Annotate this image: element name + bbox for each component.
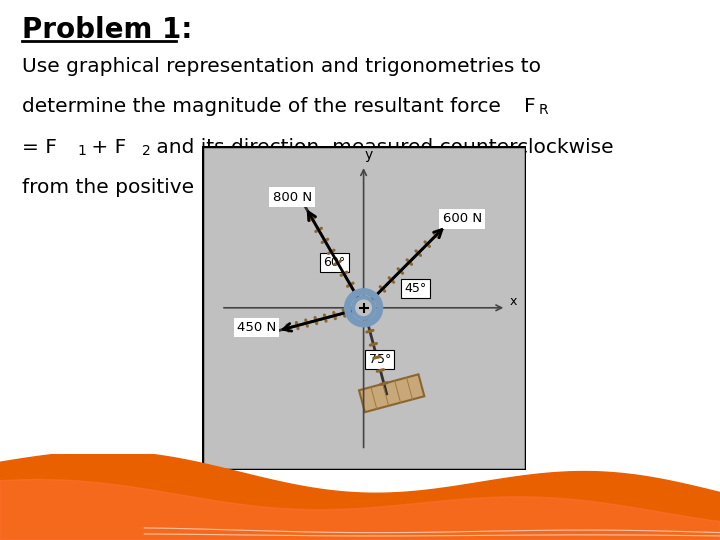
Circle shape xyxy=(353,297,374,319)
Text: 800 N: 800 N xyxy=(273,191,312,204)
Text: = F: = F xyxy=(22,138,56,157)
Text: + F: + F xyxy=(85,138,126,157)
Text: x: x xyxy=(215,178,226,197)
Text: F: F xyxy=(524,97,536,116)
Text: y: y xyxy=(364,148,372,162)
Text: axis.: axis. xyxy=(227,178,280,197)
Text: from the positive: from the positive xyxy=(22,178,200,197)
Text: R: R xyxy=(539,103,548,117)
Text: Use graphical representation and trigonometries to: Use graphical representation and trigono… xyxy=(22,57,541,76)
Text: 1: 1 xyxy=(78,144,86,158)
Text: and its direction, measured counterclockwise: and its direction, measured counterclock… xyxy=(150,138,613,157)
Text: 600 N: 600 N xyxy=(443,212,482,225)
Polygon shape xyxy=(359,374,424,412)
Text: Problem 1:: Problem 1: xyxy=(22,16,192,44)
Text: 45°: 45° xyxy=(405,282,426,295)
Text: 2: 2 xyxy=(142,144,150,158)
Text: x: x xyxy=(510,295,517,308)
Text: determine the magnitude of the resultant force: determine the magnitude of the resultant… xyxy=(22,97,500,116)
Text: 75°: 75° xyxy=(369,353,391,366)
Text: 60°: 60° xyxy=(323,256,346,269)
Text: 450 N: 450 N xyxy=(237,321,276,334)
